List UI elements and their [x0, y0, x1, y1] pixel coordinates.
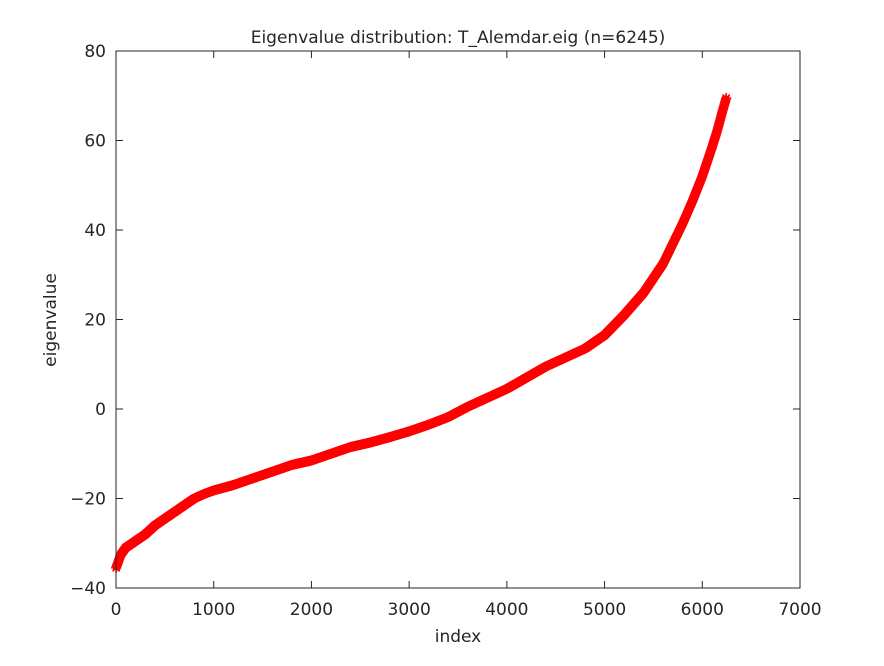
- y-tick-label: −40: [70, 579, 106, 599]
- x-tick-label: 5000: [583, 600, 626, 620]
- y-tick-label: 80: [84, 42, 106, 62]
- x-tick-label: 2000: [290, 600, 333, 620]
- x-tick-label: 4000: [485, 600, 528, 620]
- plot-area: [116, 51, 800, 588]
- x-tick-label: 7000: [778, 600, 821, 620]
- y-axis-ticks: −40 −20 0 20 40 60 80: [70, 42, 800, 599]
- x-axis-label: index: [435, 627, 482, 647]
- data-point-star: [721, 92, 732, 103]
- chart-title: Eigenvalue distribution: T_Alemdar.eig (…: [251, 28, 666, 48]
- x-tick-label: 1000: [192, 600, 235, 620]
- y-tick-label: 20: [84, 311, 106, 331]
- x-tick-label: 3000: [388, 600, 431, 620]
- data-marks: [111, 92, 732, 573]
- x-tick-label: 6000: [681, 600, 724, 620]
- y-tick-label: 60: [84, 132, 106, 152]
- y-tick-label: 40: [84, 221, 106, 241]
- x-tick-label: 0: [111, 600, 122, 620]
- y-axis-label: eigenvalue: [41, 273, 61, 367]
- y-tick-label: 0: [95, 400, 106, 420]
- y-tick-label: −20: [70, 490, 106, 510]
- x-axis-ticks: 0 1000 2000 3000 4000 5000 6000 7000: [111, 51, 822, 620]
